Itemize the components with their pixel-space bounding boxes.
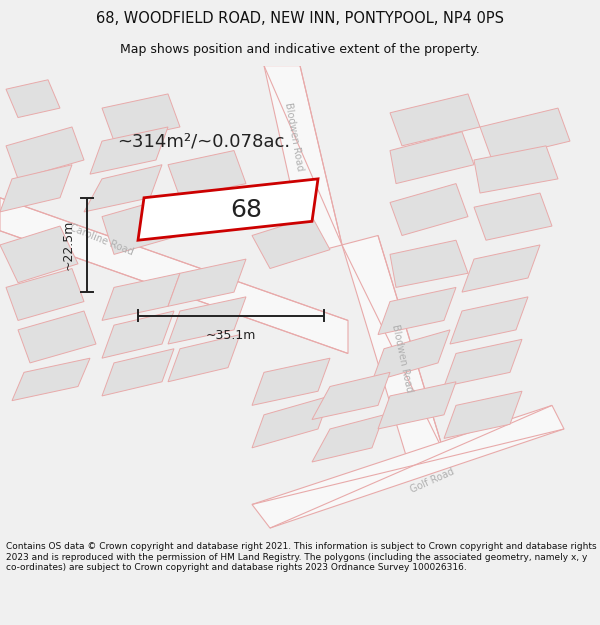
Polygon shape (372, 330, 450, 382)
Text: Blodwen Road: Blodwen Road (283, 101, 305, 171)
Polygon shape (474, 146, 558, 193)
Polygon shape (102, 94, 180, 141)
Polygon shape (390, 240, 468, 288)
Polygon shape (90, 127, 168, 174)
Polygon shape (168, 259, 246, 306)
Text: Contains OS data © Crown copyright and database right 2021. This information is : Contains OS data © Crown copyright and d… (6, 542, 596, 572)
Polygon shape (444, 339, 522, 386)
Polygon shape (168, 297, 246, 344)
Text: Golf Road: Golf Road (409, 467, 455, 495)
Polygon shape (252, 358, 330, 406)
Polygon shape (312, 415, 384, 462)
Text: ~314m²/~0.078ac.: ~314m²/~0.078ac. (118, 132, 290, 150)
Polygon shape (252, 406, 564, 528)
Polygon shape (6, 80, 60, 118)
Polygon shape (168, 334, 240, 382)
Text: ~35.1m: ~35.1m (206, 329, 256, 342)
Polygon shape (462, 245, 540, 292)
Text: Map shows position and indicative extent of the property.: Map shows position and indicative extent… (120, 42, 480, 56)
Text: Blodwen Road: Blodwen Road (390, 323, 414, 393)
Text: Caroline Road: Caroline Road (69, 223, 135, 258)
Polygon shape (102, 349, 174, 396)
Polygon shape (378, 382, 456, 429)
Polygon shape (450, 297, 528, 344)
Polygon shape (102, 311, 174, 358)
Polygon shape (480, 108, 570, 160)
Text: 68: 68 (230, 198, 262, 221)
Polygon shape (84, 165, 162, 212)
Polygon shape (390, 184, 468, 236)
Polygon shape (18, 311, 96, 363)
Text: 68, WOODFIELD ROAD, NEW INN, PONTYPOOL, NP4 0PS: 68, WOODFIELD ROAD, NEW INN, PONTYPOOL, … (96, 11, 504, 26)
Text: ~22.5m: ~22.5m (62, 220, 75, 270)
Polygon shape (12, 358, 90, 401)
Polygon shape (0, 226, 78, 282)
Polygon shape (138, 179, 318, 240)
Polygon shape (6, 127, 84, 179)
Polygon shape (390, 94, 480, 146)
Polygon shape (390, 132, 474, 184)
Polygon shape (252, 396, 330, 448)
Polygon shape (102, 273, 180, 321)
Polygon shape (312, 372, 390, 419)
Polygon shape (0, 165, 72, 212)
Polygon shape (444, 391, 522, 438)
Polygon shape (0, 198, 348, 354)
Polygon shape (342, 236, 444, 462)
Polygon shape (264, 66, 342, 254)
Polygon shape (174, 188, 252, 236)
Polygon shape (102, 198, 180, 254)
Polygon shape (474, 193, 552, 240)
Polygon shape (378, 288, 456, 334)
Polygon shape (6, 269, 84, 321)
Polygon shape (168, 151, 246, 198)
Polygon shape (252, 217, 330, 269)
